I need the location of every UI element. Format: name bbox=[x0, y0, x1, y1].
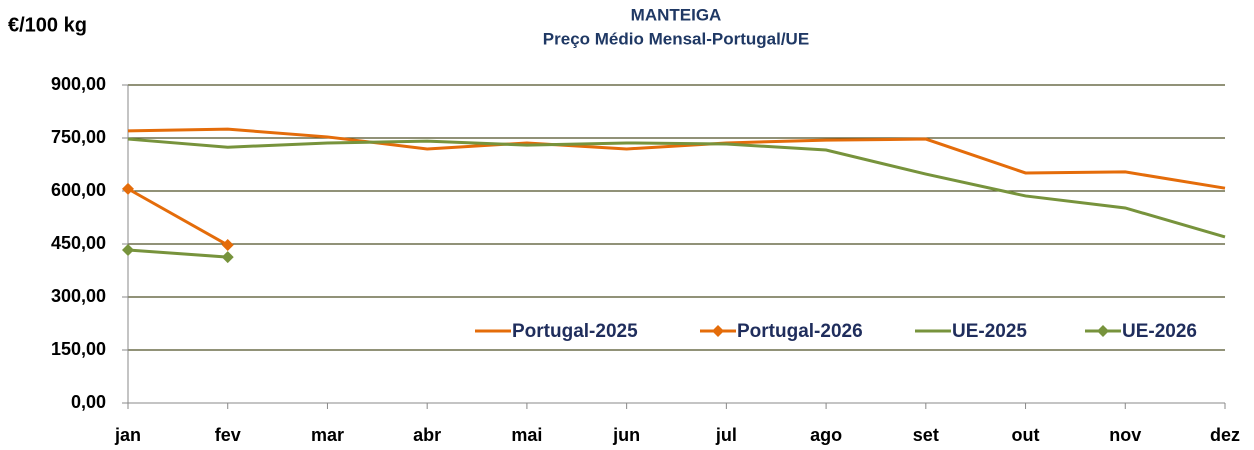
y-tick-label: 150,00 bbox=[51, 339, 106, 359]
legend-label: UE-2025 bbox=[952, 321, 1027, 342]
y-tick-label: 300,00 bbox=[51, 286, 106, 306]
legend-marker bbox=[712, 325, 724, 337]
legend-label: UE-2026 bbox=[1122, 321, 1197, 342]
series-marker bbox=[221, 251, 234, 264]
chart-title: MANTEIGA bbox=[631, 5, 722, 24]
x-tick-label: nov bbox=[1109, 425, 1141, 445]
series-marker bbox=[122, 182, 134, 195]
chart-subtitle: Preço Médio Mensal-Portugal/UE bbox=[543, 29, 809, 48]
x-tick-label: abr bbox=[413, 425, 441, 445]
x-tick-label: dez bbox=[1210, 425, 1240, 445]
y-tick-label: 600,00 bbox=[51, 180, 106, 200]
x-tick-label: out bbox=[1012, 425, 1040, 445]
x-tick-label: jan bbox=[114, 425, 141, 445]
legend-label: Portugal-2025 bbox=[512, 321, 638, 342]
y-tick-label: 450,00 bbox=[51, 233, 106, 253]
series-line bbox=[127, 248, 228, 259]
series-marker bbox=[221, 239, 234, 252]
y-tick-label: 750,00 bbox=[51, 127, 106, 147]
series-line bbox=[127, 187, 229, 247]
series-marker bbox=[122, 244, 134, 257]
x-tick-label: jul bbox=[715, 425, 737, 445]
legend-label: Portugal-2026 bbox=[737, 321, 863, 342]
x-tick-label: mai bbox=[511, 425, 542, 445]
x-tick-label: jun bbox=[612, 425, 640, 445]
series-line bbox=[127, 127, 1226, 190]
x-tick-label: fev bbox=[215, 425, 241, 445]
series-line bbox=[127, 137, 1226, 239]
y-tick-label: 0,00 bbox=[71, 392, 106, 412]
legend-marker bbox=[1097, 325, 1109, 337]
y-axis-label: €/100 kg bbox=[8, 14, 87, 36]
x-tick-label: mar bbox=[311, 425, 344, 445]
y-tick-label: 900,00 bbox=[51, 74, 106, 94]
x-tick-label: set bbox=[913, 425, 939, 445]
x-tick-label: ago bbox=[810, 425, 842, 445]
